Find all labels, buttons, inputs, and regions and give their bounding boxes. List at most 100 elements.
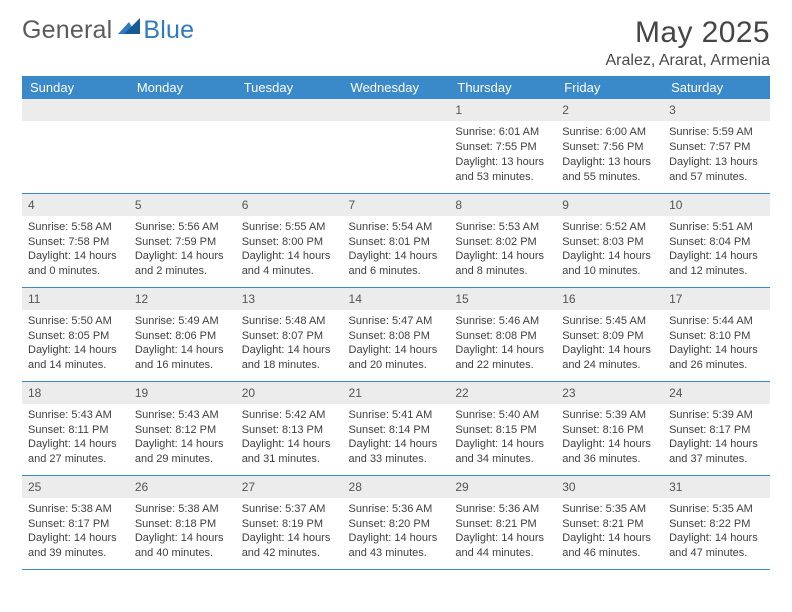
daylight-line-1: Daylight: 13 hours [562,155,657,170]
calendar-day-cell: 14Sunrise: 5:47 AMSunset: 8:08 PMDayligh… [343,287,450,381]
daylight-line-1: Daylight: 14 hours [455,343,550,358]
daylight-line-1: Daylight: 14 hours [562,343,657,358]
day-details: Sunrise: 5:51 AMSunset: 8:04 PMDaylight:… [669,220,764,279]
daylight-line-1: Daylight: 14 hours [135,531,230,546]
day-details: Sunrise: 5:36 AMSunset: 8:20 PMDaylight:… [349,502,444,561]
day-details: Sunrise: 6:00 AMSunset: 7:56 PMDaylight:… [562,125,657,184]
daylight-line-1: Daylight: 14 hours [669,437,764,452]
sunrise-line: Sunrise: 5:40 AM [455,408,550,423]
daylight-line-2: and 37 minutes. [669,452,764,467]
calendar-day-cell: 24 Sunrise: 5:39 AMSunset: 8:17 PMDayligh… [663,381,770,475]
day-number: 3 [663,99,770,121]
day-number: 6 [236,194,343,216]
sunset-line: Sunset: 7:58 PM [28,235,123,250]
daylight-line-2: and 43 minutes. [349,546,444,561]
day-number: 29 [449,476,556,498]
sunrise-line: Sunrise: 5:42 AM [242,408,337,423]
day-details: Sunrise: 5:43 AMSunset: 8:11 PMDaylight:… [28,408,123,467]
day-details: Sunrise: 5:38 AMSunset: 8:18 PMDaylight:… [135,502,230,561]
sunrise-line: Sunrise: 5:56 AM [135,220,230,235]
sunrise-line: Sunrise: 5:36 AM [349,502,444,517]
sunset-line: Sunset: 7:59 PM [135,235,230,250]
sunset-line: Sunset: 8:15 PM [455,423,550,438]
daylight-line-1: Daylight: 14 hours [349,437,444,452]
day-number: 7 [343,194,450,216]
calendar-week-row: ....1Sunrise: 6:01 AMSunset: 7:55 PMDayl… [22,99,770,193]
calendar-day-cell: 23Sunrise: 5:39 AMSunset: 8:16 PMDayligh… [556,381,663,475]
day-number: 24 [663,382,770,404]
day-number: 31 [663,476,770,498]
calendar-empty-cell: . [343,99,450,193]
calendar-empty-cell: . [236,99,343,193]
sunrise-line: Sunrise: 5:39 AM [669,408,764,423]
day-number: 28 [343,476,450,498]
calendar-day-cell: 16Sunrise: 5:45 AMSunset: 8:09 PMDayligh… [556,287,663,381]
sunset-line: Sunset: 8:17 PM [669,423,764,438]
sunrise-line: Sunrise: 5:53 AM [455,220,550,235]
calendar-day-cell: 18Sunrise: 5:43 AMSunset: 8:11 PMDayligh… [22,381,129,475]
sunset-line: Sunset: 8:07 PM [242,329,337,344]
daylight-line-1: Daylight: 14 hours [455,531,550,546]
day-number: 12 [129,288,236,310]
day-details: Sunrise: 5:58 AMSunset: 7:58 PMDaylight:… [28,220,123,279]
weekday-header: Saturday [663,76,770,99]
day-details: Sunrise: 5:54 AMSunset: 8:01 PMDaylight:… [349,220,444,279]
daylight-line-1: Daylight: 14 hours [669,249,764,264]
sunset-line: Sunset: 8:03 PM [562,235,657,250]
daylight-line-1: Daylight: 14 hours [349,343,444,358]
sunrise-line: Sunrise: 5:35 AM [669,502,764,517]
day-number: 26 [129,476,236,498]
sunset-line: Sunset: 8:16 PM [562,423,657,438]
day-number: . [129,99,236,121]
daylight-line-2: and 26 minutes. [669,358,764,373]
calendar-day-cell: 28 Sunrise: 5:36 AMSunset: 8:20 PMDayligh… [343,475,450,569]
daylight-line-2: and 27 minutes. [28,452,123,467]
day-number: 10 [663,194,770,216]
sunset-line: Sunset: 8:00 PM [242,235,337,250]
brand-logo: General Blue [22,18,194,43]
daylight-line-1: Daylight: 14 hours [28,343,123,358]
sunset-line: Sunset: 8:10 PM [669,329,764,344]
daylight-line-2: and 31 minutes. [242,452,337,467]
sunrise-line: Sunrise: 5:35 AM [562,502,657,517]
sunset-line: Sunset: 8:02 PM [455,235,550,250]
calendar-day-cell: 4Sunrise: 5:58 AMSunset: 7:58 PMDaylight… [22,193,129,287]
day-details: Sunrise: 5:39 AMSunset: 8:16 PMDaylight:… [562,408,657,467]
daylight-line-2: and 16 minutes. [135,358,230,373]
daylight-line-2: and 57 minutes. [669,170,764,185]
calendar-day-cell: 27Sunrise: 5:37 AMSunset: 8:19 PMDayligh… [236,475,343,569]
daylight-line-1: Daylight: 13 hours [669,155,764,170]
daylight-line-2: and 22 minutes. [455,358,550,373]
day-details: Sunrise: 5:36 AMSunset: 8:21 PMDaylight:… [455,502,550,561]
sunrise-line: Sunrise: 5:58 AM [28,220,123,235]
calendar-empty-cell: . [129,99,236,193]
sunrise-line: Sunrise: 5:46 AM [455,314,550,329]
calendar-day-cell: 7 Sunrise: 5:54 AMSunset: 8:01 PMDaylight… [343,193,450,287]
day-number: 17 [663,288,770,310]
daylight-line-1: Daylight: 14 hours [28,437,123,452]
calendar-day-cell: 17Sunrise: 5:44 AMSunset: 8:10 PMDayligh… [663,287,770,381]
calendar-table: SundayMondayTuesdayWednesdayThursdayFrid… [22,76,770,570]
daylight-line-2: and 4 minutes. [242,264,337,279]
day-details: Sunrise: 5:35 AMSunset: 8:22 PMDaylight:… [669,502,764,561]
calendar-day-cell: 6 Sunrise: 5:55 AMSunset: 8:00 PMDaylight… [236,193,343,287]
daylight-line-1: Daylight: 14 hours [242,343,337,358]
sunset-line: Sunset: 8:01 PM [349,235,444,250]
calendar-day-cell: 21Sunrise: 5:41 AMSunset: 8:14 PMDayligh… [343,381,450,475]
day-number: 27 [236,476,343,498]
sunset-line: Sunset: 8:21 PM [562,517,657,532]
day-number: 15 [449,288,556,310]
day-details: Sunrise: 5:38 AMSunset: 8:17 PMDaylight:… [28,502,123,561]
calendar-week-row: 18Sunrise: 5:43 AMSunset: 8:11 PMDayligh… [22,381,770,475]
daylight-line-1: Daylight: 14 hours [28,531,123,546]
day-details: Sunrise: 5:40 AMSunset: 8:15 PMDaylight:… [455,408,550,467]
daylight-line-2: and 24 minutes. [562,358,657,373]
day-number: . [343,99,450,121]
calendar-day-cell: 5Sunrise: 5:56 AMSunset: 7:59 PMDaylight… [129,193,236,287]
sunrise-line: Sunrise: 6:00 AM [562,125,657,140]
daylight-line-2: and 18 minutes. [242,358,337,373]
day-details: Sunrise: 5:55 AMSunset: 8:00 PMDaylight:… [242,220,337,279]
location-subtitle: Aralez, Ararat, Armenia [605,52,770,70]
daylight-line-2: and 34 minutes. [455,452,550,467]
weekday-header: Monday [129,76,236,99]
